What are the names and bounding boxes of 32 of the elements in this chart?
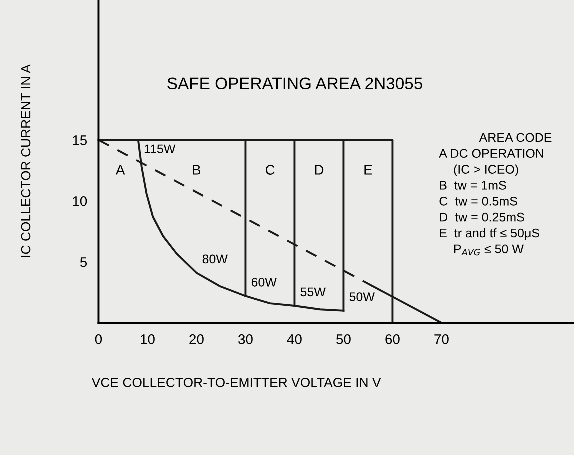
x-tick-label: 70 bbox=[434, 334, 449, 344]
annotation: D tw = 0.25mS bbox=[440, 212, 524, 222]
annotation: B bbox=[193, 165, 201, 175]
x-tick-label: 50 bbox=[336, 334, 351, 344]
x-tick-label: 30 bbox=[238, 334, 253, 344]
annotation: P$_{AVG}$ ≤ 50 W bbox=[454, 244, 524, 256]
annotation: 50W bbox=[350, 292, 375, 302]
y-axis-title: IC COLLECTOR CURRENT IN A bbox=[21, 64, 31, 258]
y-tick-label: 5 bbox=[80, 258, 88, 268]
annotation: 115W bbox=[144, 144, 176, 154]
annotation: B tw = 1mS bbox=[440, 181, 506, 190]
x-tick-label: 20 bbox=[190, 334, 204, 344]
annotation: C bbox=[266, 165, 275, 175]
text: SAFE OPERATING AREA 2N3055 bbox=[168, 78, 422, 90]
annotation: C tw = 0.5mS bbox=[440, 196, 518, 206]
annotation: (IC > ICEO) bbox=[454, 164, 518, 176]
x-tick-label: 40 bbox=[287, 334, 302, 344]
annotation: AREA CODE bbox=[479, 133, 552, 142]
annotation: E tr and tf ≤ 50μS bbox=[440, 228, 540, 240]
annotation: 80W bbox=[202, 254, 228, 264]
annotation: A bbox=[116, 165, 126, 175]
annotation: D bbox=[315, 165, 324, 175]
annotation: 55W bbox=[300, 288, 326, 297]
annotation: E bbox=[364, 165, 372, 175]
x-tick-label: 10 bbox=[141, 334, 155, 344]
x-tick-label: 60 bbox=[386, 334, 400, 344]
annotation: A DC OPERATION bbox=[439, 149, 544, 158]
y-tick-label: 15 bbox=[73, 136, 88, 146]
y-tick-label: 10 bbox=[73, 196, 88, 206]
x-tick-label: 0 bbox=[95, 334, 102, 344]
x-axis-title: VCE COLLECTOR-TO-EMITTER VOLTAGE IN V bbox=[92, 378, 382, 388]
annotation: 60W bbox=[252, 278, 277, 287]
